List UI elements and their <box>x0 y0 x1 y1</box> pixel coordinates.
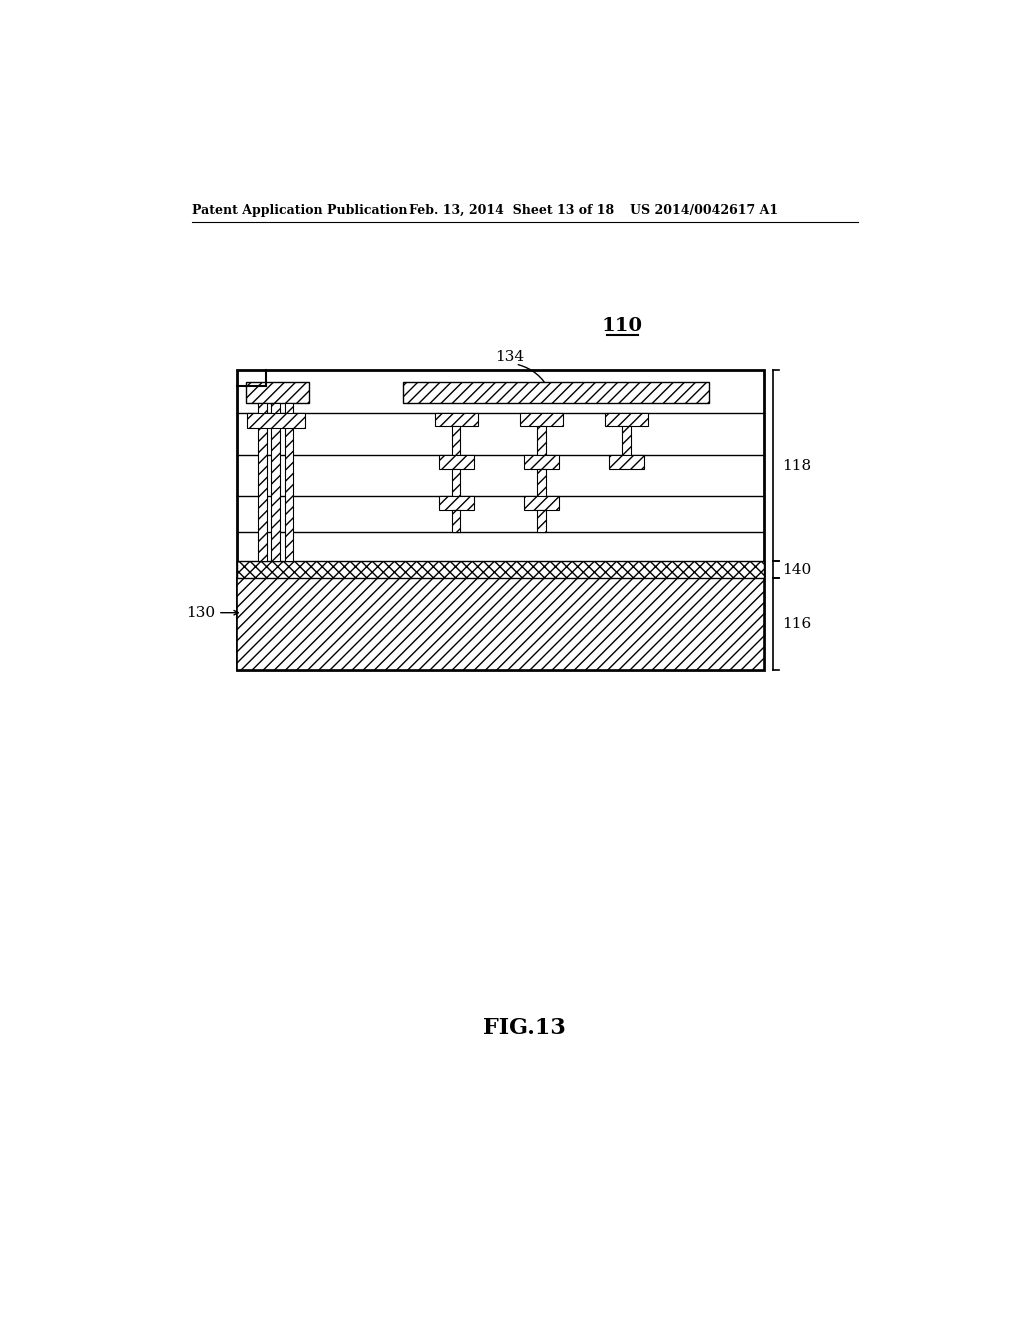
Bar <box>403 381 710 404</box>
Text: 118: 118 <box>782 458 811 473</box>
Bar <box>538 469 546 496</box>
Text: 110: 110 <box>601 317 642 335</box>
Bar <box>524 496 559 510</box>
Bar <box>609 455 644 469</box>
Text: 116: 116 <box>782 618 811 631</box>
Text: US 2014/0042617 A1: US 2014/0042617 A1 <box>630 205 778 218</box>
Bar <box>452 426 461 455</box>
Bar <box>237 561 764 578</box>
Text: Patent Application Publication: Patent Application Publication <box>191 205 408 218</box>
Bar <box>623 426 631 455</box>
Bar <box>524 455 559 469</box>
Text: Feb. 13, 2014  Sheet 13 of 18: Feb. 13, 2014 Sheet 13 of 18 <box>409 205 613 218</box>
Bar <box>452 510 461 532</box>
Bar <box>285 404 293 561</box>
Bar <box>271 404 280 561</box>
Text: FIG.13: FIG.13 <box>483 1018 566 1040</box>
Text: 140: 140 <box>782 562 811 577</box>
Bar <box>538 510 546 532</box>
Bar <box>246 381 309 404</box>
Bar <box>248 412 305 428</box>
Bar <box>237 370 764 671</box>
Text: 134: 134 <box>495 350 524 364</box>
Bar <box>237 578 764 671</box>
Bar <box>258 404 266 561</box>
Bar <box>452 469 461 496</box>
Bar <box>520 412 563 426</box>
Bar <box>435 412 477 426</box>
Bar <box>438 496 474 510</box>
Bar <box>605 412 648 426</box>
Text: 130: 130 <box>185 606 215 619</box>
Bar <box>538 426 546 455</box>
Bar <box>438 455 474 469</box>
